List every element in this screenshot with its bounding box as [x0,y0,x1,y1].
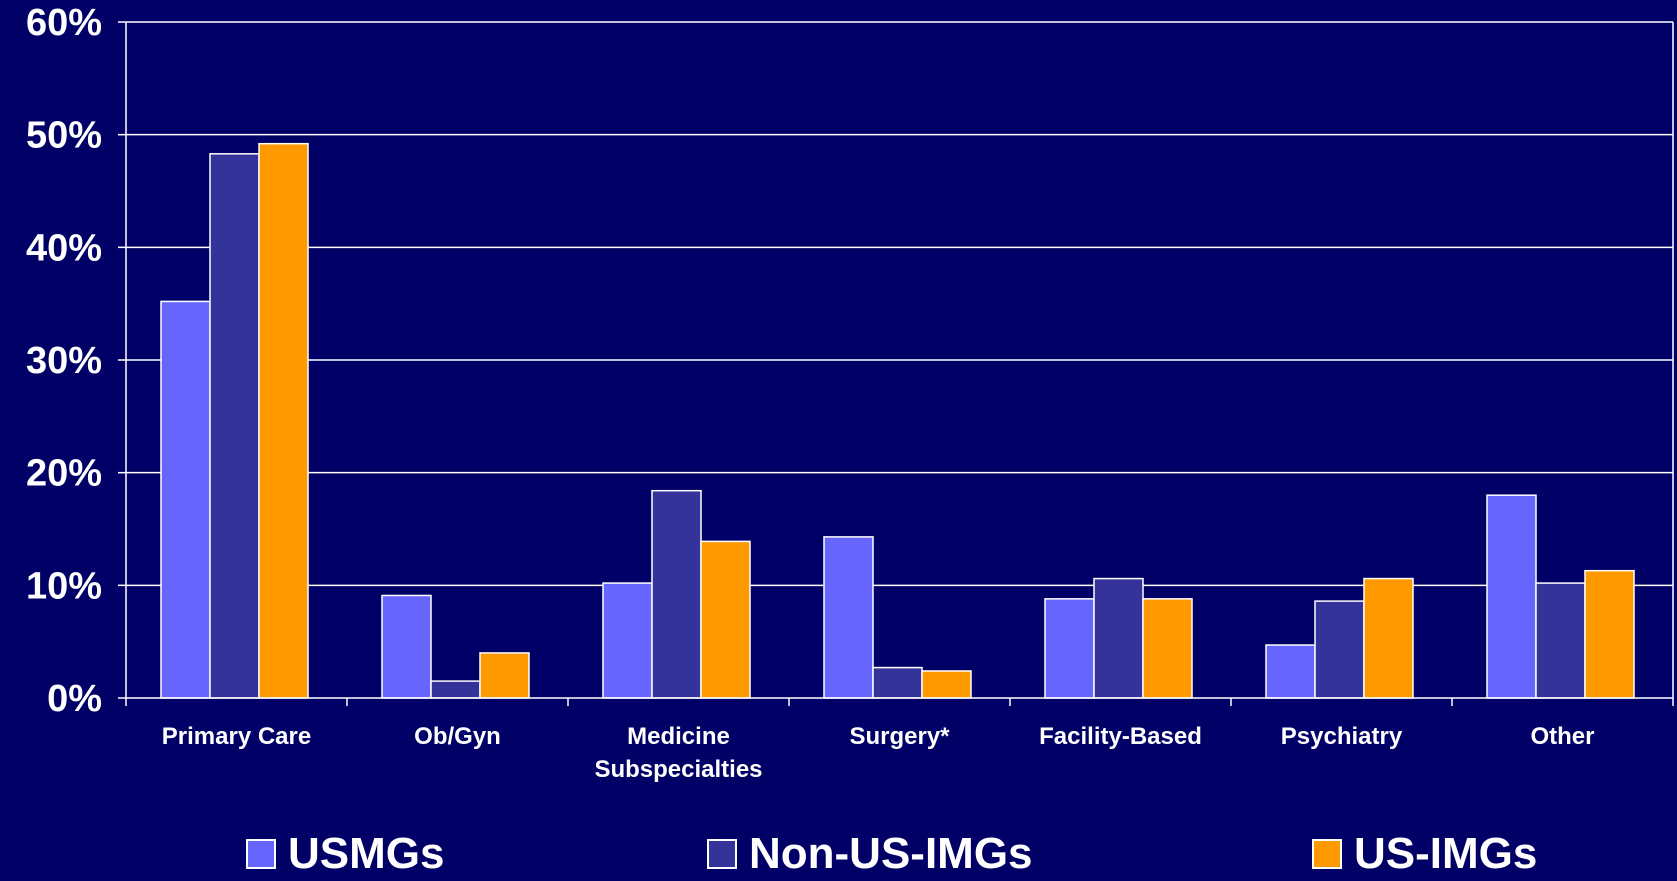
x-tick-label: Facility-Based [1039,723,1202,750]
legend-swatch-us-imgs [1312,839,1342,869]
bar-us-imgs [700,540,751,699]
y-tick-label: 60% [26,2,102,44]
bar-usmgs [1486,494,1537,699]
legend: USMGs Non-US-IMGs US-IMGs [0,824,1677,881]
bar-usmgs [160,300,211,699]
x-tick-label: Primary Care [162,723,311,750]
bar-us-imgs [258,142,309,699]
axes [118,21,1674,706]
bars [160,142,1635,699]
y-tick-label: 10% [26,565,102,607]
bar-usmgs [1044,598,1095,699]
bar-non-us-imgs [651,489,702,699]
y-tick-label: 50% [26,115,102,157]
x-tick-label: Other [1530,723,1594,750]
bar-usmgs [381,594,432,699]
bar-us-imgs [921,670,972,699]
legend-item-non-us-imgs: Non-US-IMGs [707,830,1033,878]
bar-chart: 0% 10% 20% 30% 40% 50% 60% Primary Care Ob/Gyn Me… [26,2,1674,783]
legend-label-us-imgs: US-IMGs [1354,829,1538,878]
legend-item-usmgs: USMGs [246,830,444,878]
x-tick-label: Psychiatry [1281,723,1403,750]
legend-label-non-us-imgs: Non-US-IMGs [749,829,1033,878]
y-tick-label: 40% [26,227,102,269]
bar-us-imgs [479,652,530,699]
y-tick-label: 0% [47,678,102,720]
legend-swatch-non-us-imgs [707,839,737,869]
bar-non-us-imgs [430,680,481,699]
legend-swatch-usmgs [246,839,276,869]
labels: 0% 10% 20% 30% 40% 50% 60% Primary Care Ob/Gyn Me… [26,2,1595,783]
legend-item-us-imgs: US-IMGs [1312,830,1537,878]
bar-non-us-imgs [1535,582,1586,699]
bar-usmgs [602,582,653,699]
bar-usmgs [823,536,874,699]
x-tick-label: Surgery* [849,723,950,750]
gridlines [126,21,1673,587]
bar-non-us-imgs [872,666,923,699]
bar-us-imgs [1142,598,1193,699]
x-tick-label: Subspecialties [594,756,762,783]
y-tick-label: 30% [26,340,102,382]
bar-us-imgs [1363,577,1414,699]
bar-us-imgs [1584,569,1635,699]
bar-non-us-imgs [209,153,260,699]
x-tick-label: Ob/Gyn [414,723,501,750]
x-tick-label: Medicine [627,723,730,750]
y-tick-label: 20% [26,453,102,495]
bar-usmgs [1265,644,1316,699]
bar-non-us-imgs [1093,577,1144,699]
bar-non-us-imgs [1314,600,1365,699]
legend-label-usmgs: USMGs [288,829,445,878]
